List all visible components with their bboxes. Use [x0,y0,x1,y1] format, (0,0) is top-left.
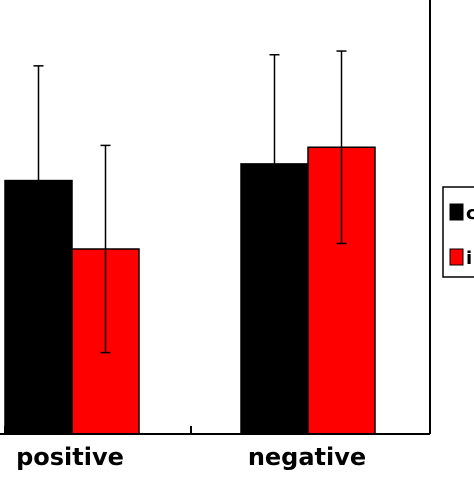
legend-label-series-1: c [466,203,474,224]
x-tick-labels-layer: positive negative [16,443,366,471]
error-bars-layer [33,50,347,354]
legend-swatch-series-1 [449,203,464,221]
x-tick-label-positive: positive [16,443,124,471]
legend: ci [442,186,474,278]
x-ticks-layer [4,426,431,434]
x-tick-label-negative: negative [248,443,366,471]
bars-layer [4,146,376,435]
legend-swatch-series-2 [449,248,464,266]
legend-label-series-2: i [466,248,472,269]
